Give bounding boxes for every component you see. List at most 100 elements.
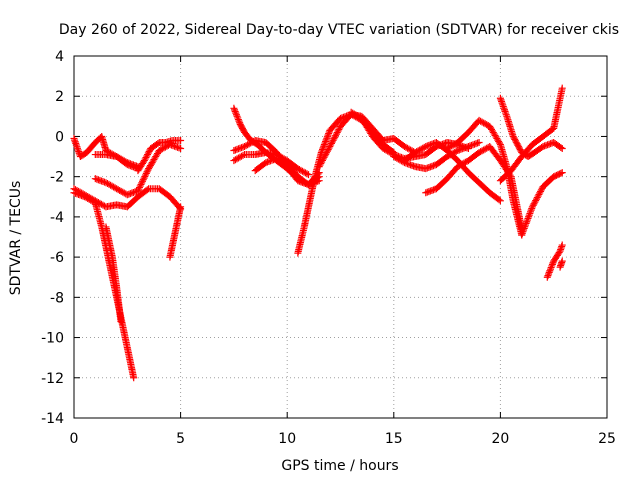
data-point	[136, 182, 144, 190]
data-point	[81, 193, 89, 201]
data-point	[535, 190, 543, 198]
axis-ticks: 0 5 10 15 20 25 -14 -12 -10 -8 -6 -4 -2 0 2 4	[41, 49, 616, 447]
y-tick-label: 4	[55, 49, 64, 65]
data-point	[88, 197, 96, 205]
data-point	[230, 157, 238, 165]
data-point	[481, 120, 489, 128]
data-point	[141, 155, 149, 163]
data-point	[231, 106, 239, 114]
data-point	[117, 187, 125, 195]
data-point	[547, 265, 555, 273]
data-point	[154, 139, 162, 147]
data-point	[107, 181, 115, 189]
data-point	[130, 374, 138, 382]
data-point	[537, 187, 545, 195]
data-point	[323, 149, 331, 157]
data-point	[85, 195, 93, 203]
data-point	[301, 169, 309, 177]
data-point	[526, 208, 534, 216]
data-point	[322, 137, 330, 145]
data-point	[234, 114, 242, 122]
data-point	[546, 267, 554, 275]
data-point	[449, 141, 457, 149]
y-tick-label: -14	[41, 411, 64, 427]
data-point	[233, 112, 241, 120]
data-point	[483, 121, 491, 129]
data-point	[119, 188, 127, 196]
x-tick-label: 15	[385, 431, 403, 447]
data-point	[558, 257, 566, 265]
data-point	[543, 273, 551, 281]
y-tick-label: 0	[55, 129, 64, 145]
x-tick-label: 20	[491, 431, 509, 447]
data-point	[394, 155, 402, 163]
data-point	[305, 171, 313, 179]
data-point	[177, 136, 185, 144]
data-point	[480, 119, 488, 127]
data-point	[157, 146, 165, 154]
data-point	[236, 153, 244, 161]
data-point	[533, 194, 541, 202]
data-point	[322, 136, 330, 144]
data-point	[353, 112, 361, 120]
data-point	[548, 262, 556, 270]
data-point	[382, 146, 390, 154]
data-point	[300, 168, 308, 176]
data-point	[454, 163, 462, 171]
data-point	[411, 149, 419, 157]
data-point	[523, 216, 531, 224]
data-point	[480, 146, 488, 154]
data-point	[524, 214, 532, 222]
data-point	[400, 143, 408, 150]
y-tick-label: -4	[50, 210, 64, 226]
data-point	[323, 133, 331, 141]
data-point	[558, 145, 566, 153]
data-point	[144, 149, 152, 157]
data-point	[402, 143, 410, 151]
data-point	[135, 184, 143, 192]
data-point	[477, 148, 485, 156]
data-point	[325, 144, 333, 152]
data-point	[481, 145, 489, 153]
data-point	[108, 182, 116, 190]
data-point	[528, 204, 536, 212]
data-point	[294, 165, 302, 173]
x-tick-label: 5	[176, 431, 185, 447]
data-point	[475, 116, 483, 124]
y-axis-label: SDTVAR / TECUs	[8, 181, 24, 296]
data-point	[140, 174, 148, 182]
data-point	[326, 143, 334, 150]
data-point	[384, 147, 392, 155]
data-point	[495, 196, 503, 204]
data-point	[350, 110, 358, 118]
chart-title: Day 260 of 2022, Sidereal Day-to-day VTE…	[59, 22, 619, 38]
data-point	[414, 147, 422, 155]
data-point	[319, 144, 327, 152]
data-point	[117, 317, 125, 325]
data-point	[526, 209, 534, 217]
data-point	[387, 149, 395, 157]
data-point	[416, 146, 424, 154]
data-point	[555, 249, 563, 257]
data-point	[110, 183, 118, 191]
data-point	[475, 149, 483, 157]
data-point	[496, 197, 504, 205]
data-point	[390, 153, 398, 161]
data-point	[532, 197, 540, 205]
data-point	[323, 134, 331, 142]
data-point	[549, 259, 557, 267]
data-point	[527, 206, 535, 214]
data-point	[232, 109, 240, 117]
data-point	[234, 116, 242, 124]
data-point	[536, 189, 544, 197]
data-point	[330, 135, 338, 143]
data-point	[319, 155, 327, 163]
data-point	[102, 179, 110, 187]
data-point	[320, 142, 328, 150]
data-point	[120, 189, 128, 197]
data-point	[230, 104, 238, 112]
data-point	[530, 200, 538, 208]
data-point	[298, 167, 306, 175]
data-point	[321, 152, 329, 160]
